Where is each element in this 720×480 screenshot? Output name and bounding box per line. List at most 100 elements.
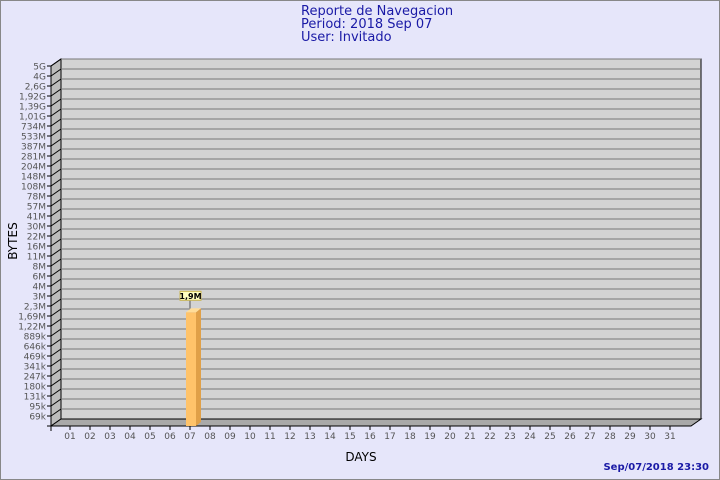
y-tick-diagonal	[50, 228, 62, 237]
y-tick-label: 180k	[24, 383, 47, 393]
y-tick-label: 2,3M	[24, 303, 46, 313]
y-tick-label: 11M	[27, 253, 46, 263]
y-tick-label: 69k	[29, 413, 46, 423]
x-tick-label: 17	[384, 432, 395, 442]
y-tick-diagonal	[50, 148, 62, 157]
y-tick-diagonal	[50, 218, 62, 227]
x-tick-label: 25	[544, 432, 555, 442]
y-tick-label: 204M	[21, 163, 46, 173]
y-tick-label: 469k	[24, 353, 47, 363]
y-tick-label: 1,01G	[19, 113, 46, 123]
x-tick-label: 20	[444, 432, 456, 442]
x-tick-label: 15	[344, 432, 355, 442]
x-tick-label: 03	[104, 432, 115, 442]
y-tick-diagonal	[50, 128, 62, 137]
y-tick-label: 4G	[33, 73, 46, 83]
data-label: 1,9M	[179, 292, 201, 301]
y-tick-label: 1,22M	[18, 323, 46, 333]
x-tick-label: 19	[424, 432, 436, 442]
y-tick-label: 1,69M	[18, 313, 46, 323]
y-tick-label: 22M	[27, 233, 46, 243]
y-tick-diagonal	[50, 238, 62, 247]
x-axis-label: DAYS	[345, 450, 376, 464]
x-tick-label: 27	[584, 432, 595, 442]
y-tick-label: 6M	[33, 273, 47, 283]
y-tick-label: 4M	[33, 283, 47, 293]
x-tick-label: 01	[64, 432, 75, 442]
y-tick-label: 247k	[24, 373, 47, 383]
x-tick-label: 08	[204, 432, 216, 442]
x-tick-label: 06	[164, 432, 176, 442]
plot-floor	[49, 418, 703, 427]
y-tick-diagonal	[50, 398, 62, 407]
y-tick-diagonal	[50, 348, 62, 357]
y-tick-label: 387M	[21, 143, 46, 153]
y-tick-diagonal	[50, 318, 62, 327]
y-tick-label: 78M	[27, 193, 46, 203]
bar-side	[196, 308, 201, 426]
y-tick-label: 108M	[21, 183, 46, 193]
x-tick-label: 16	[364, 432, 376, 442]
x-tick-label: 09	[224, 432, 236, 442]
x-tick-label: 22	[484, 432, 495, 442]
y-tick-label: 95k	[29, 403, 46, 413]
y-tick-diagonal	[50, 248, 62, 257]
y-tick-diagonal	[50, 208, 62, 217]
y-tick-diagonal	[50, 288, 62, 297]
x-tick-label: 31	[664, 432, 675, 442]
y-tick-diagonal	[50, 328, 62, 337]
y-tick-label: 41M	[27, 213, 46, 223]
x-tick-label: 24	[524, 432, 536, 442]
y-tick-label: 8M	[33, 263, 47, 273]
y-tick-diagonal	[50, 408, 62, 417]
x-tick-label: 30	[644, 432, 656, 442]
y-tick-label: 131k	[24, 393, 47, 403]
y-tick-diagonal	[50, 168, 62, 177]
y-tick-label: 30M	[27, 223, 46, 233]
y-tick-diagonal	[50, 308, 62, 317]
x-tick-label: 10	[244, 432, 256, 442]
bar	[186, 312, 196, 426]
y-tick-label: 533M	[21, 133, 46, 143]
x-tick-label: 29	[624, 432, 636, 442]
y-tick-diagonal	[50, 298, 62, 307]
x-tick-label: 23	[504, 432, 515, 442]
y-tick-diagonal	[50, 378, 62, 387]
y-tick-diagonal	[50, 278, 62, 287]
x-tick-label: 28	[604, 432, 616, 442]
y-tick-label: 341k	[24, 363, 47, 373]
y-tick-label: 148M	[21, 173, 46, 183]
y-tick-label: 5G	[33, 63, 46, 73]
y-tick-diagonal	[50, 98, 62, 107]
y-tick-diagonal	[50, 78, 62, 87]
timestamp: Sep/07/2018 23:30	[603, 462, 709, 473]
user-label: User: Invitado	[301, 30, 392, 45]
x-tick-label: 21	[464, 432, 475, 442]
y-tick-diagonal	[50, 58, 62, 67]
y-tick-label: 16M	[27, 243, 46, 253]
bar-top	[186, 308, 201, 313]
y-tick-diagonal	[50, 188, 62, 197]
y-tick-label: 889k	[24, 333, 47, 343]
y-tick-label: 1,39G	[19, 103, 46, 113]
data-label-box	[179, 290, 202, 301]
y-tick-diagonal	[50, 88, 62, 97]
period-label: Period: 2018 Sep 07	[301, 17, 433, 32]
x-tick-label: 07	[184, 432, 195, 442]
y-tick-label: 57M	[27, 203, 46, 213]
y-tick-label: 2,6G	[25, 83, 46, 93]
y-tick-diagonal	[50, 258, 62, 267]
y-tick-diagonal	[50, 388, 62, 397]
y-tick-label: 734M	[21, 123, 46, 133]
y-tick-diagonal	[50, 118, 62, 127]
x-tick-label: 02	[84, 432, 95, 442]
y-tick-label: 1,92G	[19, 93, 46, 103]
y-tick-diagonal	[50, 108, 62, 117]
y-tick-diagonal	[50, 198, 62, 207]
x-tick-label: 18	[404, 432, 416, 442]
x-tick-label: 26	[564, 432, 576, 442]
x-tick-label: 12	[284, 432, 295, 442]
y-tick-diagonal	[50, 338, 62, 347]
